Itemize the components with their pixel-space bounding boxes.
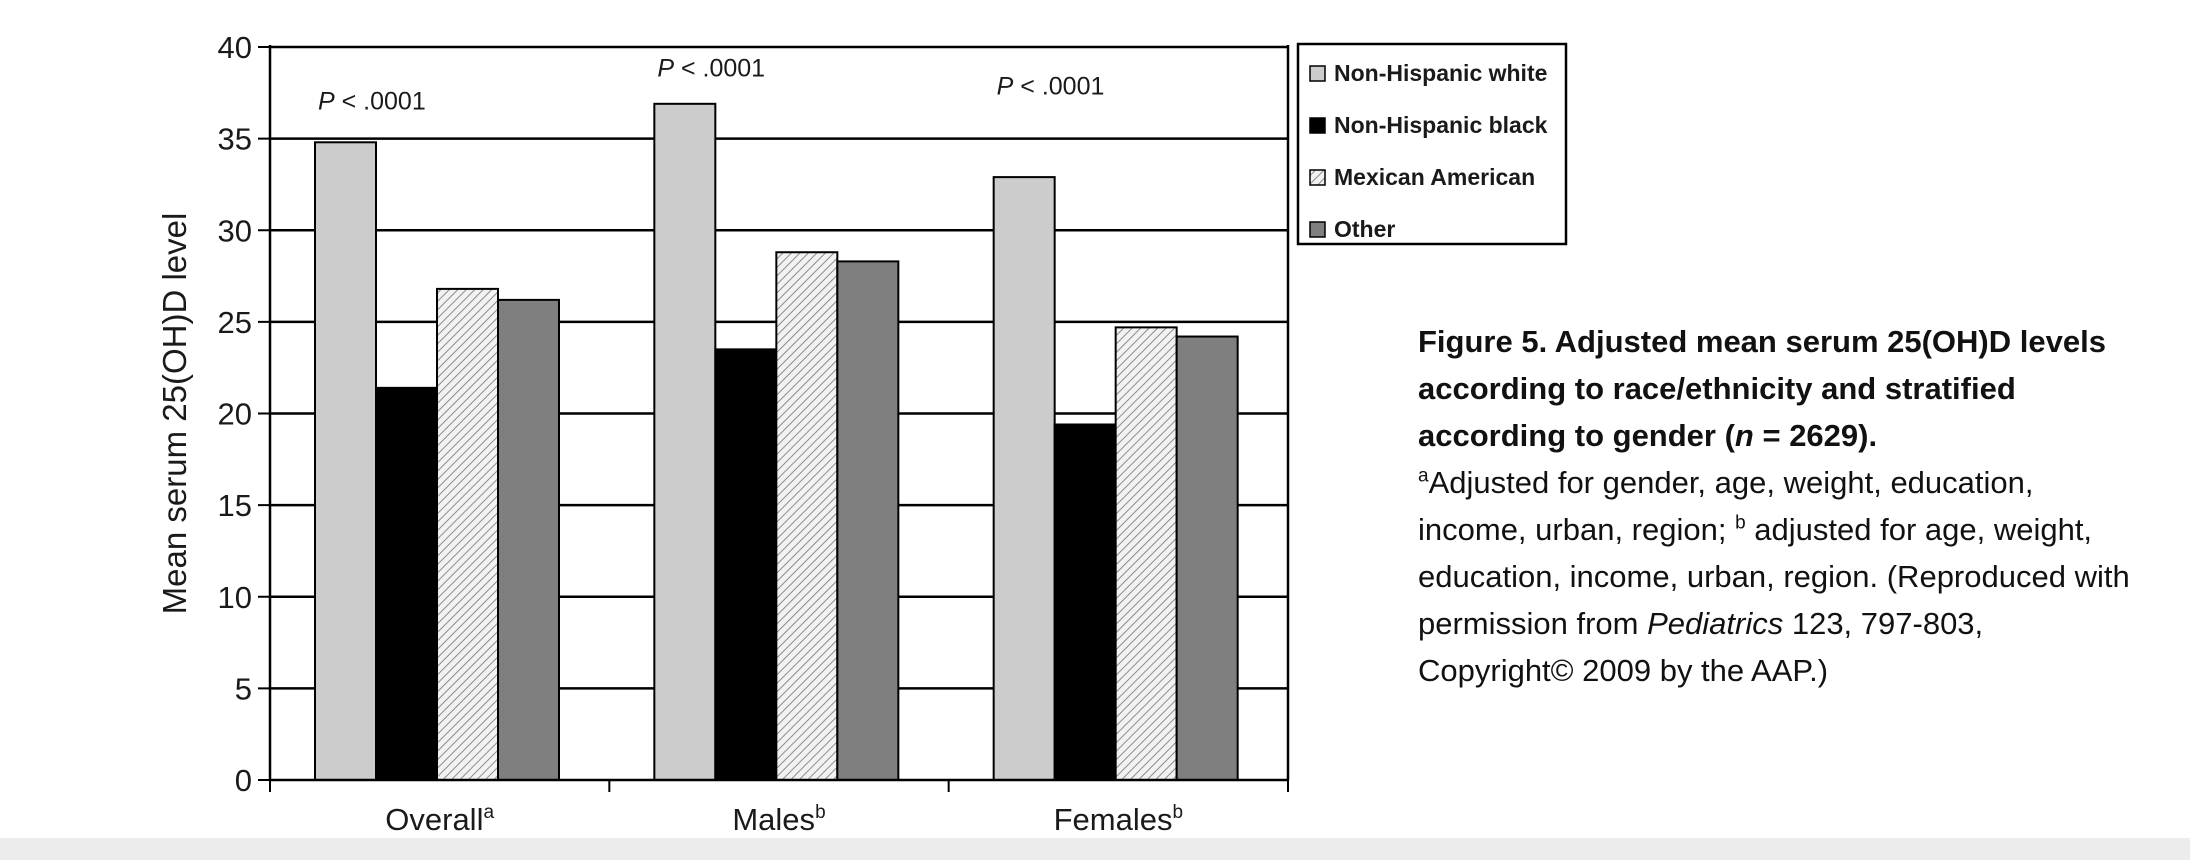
legend-swatch-other [1309,221,1326,238]
y-tick-label-10: 10 [218,580,252,615]
journal-name: Pediatrics [1647,606,1784,641]
legend-swatch-non-hispanic-black [1309,117,1326,134]
caption-n-symbol: n [1734,418,1754,453]
bar-females-non-hispanic-white [992,176,1056,782]
y-tick-label-40: 40 [218,30,252,65]
bar-overall-other [497,298,560,781]
legend-label-mexican-american: Mexican American [1334,164,1535,190]
y-tick-label-25: 25 [218,305,252,340]
bar-overall-non-hispanic-white [314,141,377,782]
legend-label-non-hispanic-white: Non-Hispanic white [1334,60,1547,86]
figure-caption: Figure 5. Adjusted mean serum 25(OH)D le… [1418,318,2138,694]
bar-overall-mexican-american [436,287,499,781]
bar-males-non-hispanic-white [653,102,717,782]
legend-label-non-hispanic-black: Non-Hispanic black [1334,112,1548,138]
y-tick-label-35: 35 [218,122,252,157]
citation-reference: 123, 797-803, Copyright© 2009 by the AAP… [1418,606,1984,688]
legend-label-other: Other [1334,216,1395,242]
bar-females-non-hispanic-black [1053,423,1117,781]
legend-swatch-mexican-american [1309,169,1326,186]
footnote-marker-a: a [1418,465,1429,487]
caption-title-text: Figure 5. Adjusted mean serum 25(OH)D le… [1418,324,2106,453]
p-value-annotation-1: P < .0001 [657,54,765,82]
legend-box [1296,42,1568,246]
page-bottom-strip [0,838,2190,860]
x-category-label-males: Malesb [732,802,825,837]
p-value-annotation-2: P < .0001 [997,73,1105,101]
p-value-annotation-0: P < .0001 [318,87,426,115]
footnote-marker-b: b [1735,512,1746,534]
caption-title: Figure 5. Adjusted mean serum 25(OH)D le… [1418,324,2106,453]
bar-males-mexican-american [775,251,839,782]
bar-males-non-hispanic-black [714,348,778,781]
y-tick-label-30: 30 [218,213,252,248]
footnote-b-text: adjusted for age, weight, education, inc… [1418,512,2130,641]
x-category-label-females: Femalesb [1054,802,1183,837]
x-category-label-overall: Overalla [385,802,494,837]
y-tick-label-5: 5 [235,671,252,706]
y-tick-label-15: 15 [218,488,252,523]
bar-females-other [1175,335,1239,781]
bar-overall-non-hispanic-black [375,386,438,781]
footnote-a-text: Adjusted for gender, age, weight, educat… [1418,465,2034,547]
y-tick-label-20: 20 [218,397,252,432]
y-axis-label: Mean serum 25(OH)D level [156,213,193,615]
bar-females-mexican-american [1114,326,1178,781]
caption-sample-size: = 2629). [1753,418,1878,453]
legend-swatch-non-hispanic-white [1309,65,1326,82]
y-tick-label-0: 0 [235,763,252,798]
bar-males-other [836,260,900,781]
